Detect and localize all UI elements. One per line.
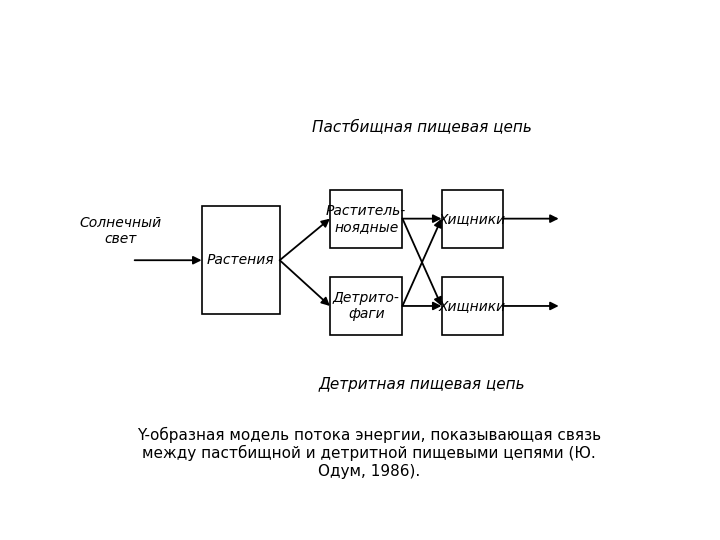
Text: Раститель-
ноядные: Раститель- ноядные [326, 204, 406, 234]
Bar [330, 190, 402, 248]
Text: Пастбищная пищевая цепь: Пастбищная пищевая цепь [312, 120, 532, 134]
Bar [441, 277, 503, 335]
Text: Детритная пищевая цепь: Детритная пищевая цепь [319, 377, 526, 393]
Text: Хищники: Хищники [438, 212, 505, 226]
Text: Y-образная модель потока энергии, показывающая связь
между пастбищной и детритно: Y-образная модель потока энергии, показы… [137, 427, 601, 479]
Text: Солнечный
свет: Солнечный свет [80, 216, 162, 246]
Text: Детрито-
фаги: Детрито- фаги [333, 291, 400, 321]
Bar [441, 190, 503, 248]
Bar [330, 277, 402, 335]
Bar [202, 206, 280, 314]
Text: Хищники: Хищники [438, 299, 505, 313]
Text: Растения: Растения [207, 253, 274, 267]
